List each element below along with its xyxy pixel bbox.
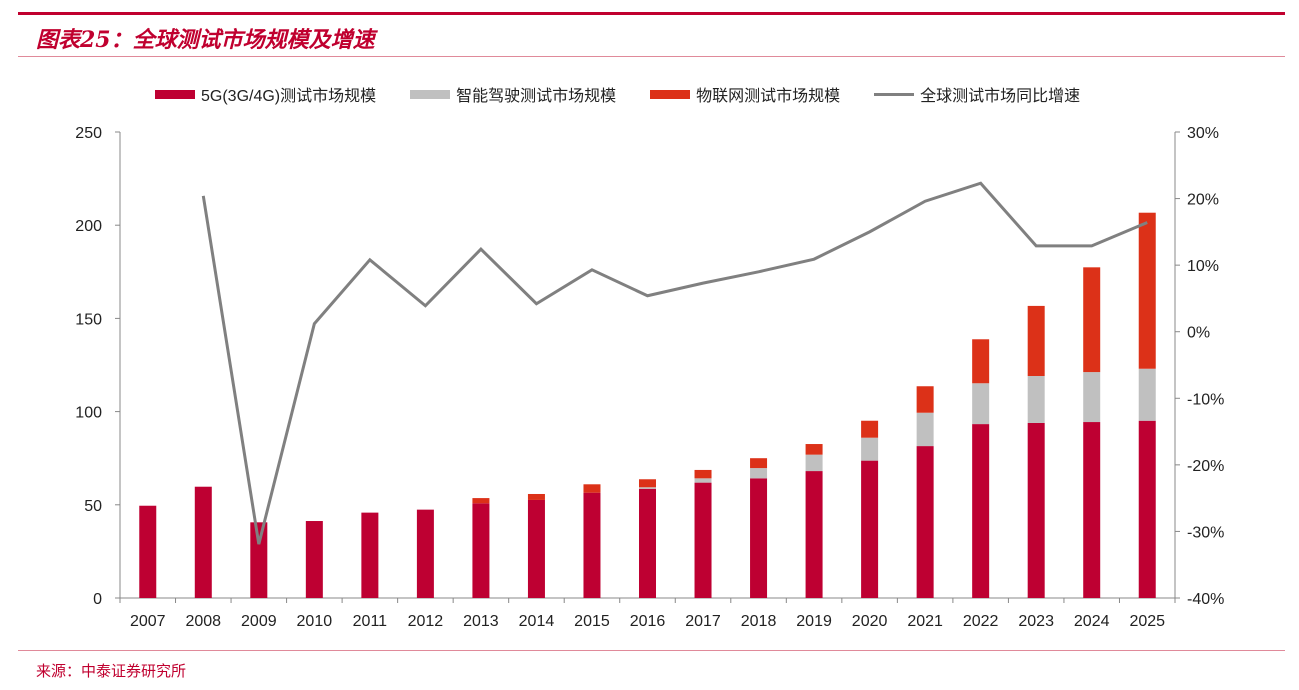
bar-segment [1138, 420, 1156, 598]
x-tick-label: 2011 [353, 613, 388, 630]
left-tick-label: 0 [93, 591, 102, 608]
bar-segment [916, 446, 934, 598]
top-rule [18, 12, 1285, 15]
right-tick-label: -30% [1187, 524, 1224, 541]
bar-segment [750, 458, 768, 469]
left-tick-label: 50 [84, 498, 102, 515]
x-tick-label: 2016 [630, 613, 666, 630]
right-tick-label: 30% [1187, 125, 1219, 142]
bar-segment [639, 479, 656, 488]
left-tick-label: 200 [75, 218, 102, 235]
chart-title: 图表25：全球测试市场规模及增速 [36, 27, 375, 53]
bar-segment [305, 521, 323, 598]
bar-segment [1027, 305, 1045, 376]
x-tick-label: 2017 [685, 613, 721, 630]
bar-segment [805, 454, 823, 472]
bar-segment [583, 484, 601, 493]
x-tick-label: 2010 [297, 613, 333, 630]
bar-segment [639, 487, 656, 489]
x-tick-label: 2015 [574, 613, 610, 630]
legend-swatch [650, 89, 691, 99]
x-tick-label: 2007 [130, 613, 166, 630]
right-tick-label: 20% [1187, 192, 1219, 209]
x-tick-label: 2025 [1129, 613, 1165, 630]
bar-segment [694, 469, 712, 479]
bar-segment [972, 339, 990, 384]
bar-segment [1083, 372, 1101, 423]
bar-segment [972, 383, 990, 425]
legend-label: 物联网测试市场规模 [696, 88, 841, 105]
x-tick-label: 2008 [185, 613, 221, 630]
bar-segment [194, 486, 212, 598]
x-tick-label: 2021 [907, 613, 943, 630]
legend-label: 5G(3G/4G)测试市场规模 [201, 88, 377, 105]
bar-segment [861, 460, 879, 598]
bar-segment [472, 498, 490, 504]
bar-segment [694, 482, 712, 598]
legend-item: 5G(3G/4G)测试市场规模 [155, 82, 376, 106]
left-tick-label: 250 [75, 125, 102, 142]
legend-swatch [410, 89, 451, 99]
legend-swatch [874, 92, 915, 96]
bar-segment [972, 424, 990, 598]
bar-segment [1138, 368, 1156, 421]
bar-segment [750, 468, 768, 479]
legend-swatch [155, 89, 195, 99]
x-tick-label: 2009 [241, 613, 277, 630]
legend-item: 全球测试市场同比增速 [874, 82, 1080, 106]
bar-segment [1083, 422, 1101, 598]
legend-label: 智能驾驶测试市场规模 [456, 88, 617, 105]
bar-segment [139, 505, 157, 598]
x-tick-label: 2019 [796, 613, 832, 630]
bar-segment [1138, 212, 1156, 369]
right-tick-label: -10% [1187, 391, 1224, 408]
x-tick-label: 2024 [1074, 613, 1110, 630]
bar-segment [1027, 375, 1045, 423]
bar-segment [472, 503, 490, 598]
legend: 5G(3G/4G)测试市场规模 智能驾驶测试市场规模 物联网测试市场规模 全球测… [155, 82, 1080, 106]
bar-segment [583, 492, 601, 598]
bar-segment [694, 478, 712, 483]
source-note: 来源：中泰证券研究所 [36, 662, 187, 680]
bar-segment [805, 444, 823, 455]
x-tick-label: 2022 [963, 613, 999, 630]
x-tick-label: 2023 [1018, 613, 1054, 630]
x-tick-label: 2014 [519, 613, 555, 630]
bar-segment [416, 509, 434, 598]
x-tick-label: 2018 [741, 613, 777, 630]
bar-segment [1027, 422, 1045, 598]
legend-label: 全球测试市场同比增速 [920, 88, 1081, 105]
bar-segment [639, 488, 656, 598]
bar-segment [250, 522, 268, 598]
right-tick-label: 10% [1187, 258, 1219, 275]
bar-segment [805, 471, 823, 598]
bar-segment [527, 493, 545, 500]
x-tick-label: 2020 [852, 613, 888, 630]
left-tick-label: 150 [75, 311, 102, 328]
bar-segment [916, 412, 934, 447]
bar-segment [750, 478, 768, 598]
legend-item: 物联网测试市场规模 [650, 82, 840, 106]
legend-item: 智能驾驶测试市场规模 [410, 82, 616, 106]
bar-segment [861, 437, 879, 461]
right-tick-label: -20% [1187, 458, 1224, 475]
bar-segment [361, 512, 379, 598]
right-tick-label: 0% [1187, 325, 1210, 342]
x-tick-label: 2012 [408, 613, 444, 630]
bar-segment [527, 499, 545, 598]
bar-segment [861, 420, 879, 438]
growth-line [201, 181, 1148, 545]
x-tick-label: 2013 [463, 613, 499, 630]
left-tick-label: 100 [75, 405, 102, 422]
bar-segment [1083, 267, 1101, 373]
bottom-rule [18, 650, 1285, 651]
right-tick-label: -40% [1187, 591, 1224, 608]
title-rule [18, 56, 1285, 57]
bar-segment [916, 386, 934, 413]
